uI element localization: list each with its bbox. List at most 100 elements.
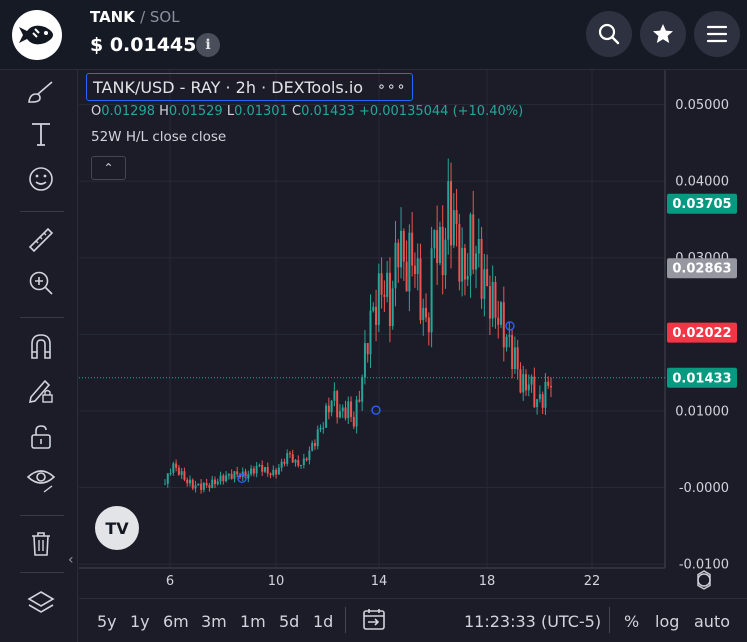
chart-legend-title[interactable]: TANK/USD - RAY · 2h · DEXTools.io ∘∘∘ <box>86 73 414 101</box>
candle-body <box>436 230 439 264</box>
toolbar-divider <box>20 572 64 573</box>
candle-body <box>194 485 197 489</box>
candle-body <box>200 483 203 490</box>
candle-body <box>263 467 266 472</box>
collapse-legend-button[interactable]: ⌃ <box>91 156 126 180</box>
candle-body <box>216 481 219 484</box>
candle-body <box>247 474 250 479</box>
lock-tool[interactable] <box>24 420 58 454</box>
info-icon[interactable]: i <box>196 33 220 57</box>
candle-body <box>338 411 341 418</box>
range-5d[interactable]: 5d <box>279 612 300 631</box>
candle-body <box>452 210 455 246</box>
candle-body <box>369 310 372 355</box>
candle-body <box>550 385 552 388</box>
lock-drawing-tool[interactable] <box>24 373 58 407</box>
zoom-in-icon <box>29 271 53 295</box>
indicator-label[interactable]: 52W H/L close close <box>91 129 227 145</box>
candle-body <box>363 343 366 378</box>
auto-scale-toggle[interactable]: auto <box>694 612 731 631</box>
brush-icon <box>28 81 53 103</box>
candle-body <box>433 230 436 249</box>
candle-body <box>313 443 316 447</box>
tank-logo <box>12 10 62 60</box>
visibility-tool[interactable] <box>24 463 58 497</box>
magnet-tool[interactable] <box>24 329 58 363</box>
candle-body <box>236 471 239 475</box>
tradingview-logo[interactable]: TV <box>95 506 139 550</box>
candle-body <box>502 302 505 348</box>
legend-title-text: TANK/USD - RAY · 2h · DEXTools.io <box>93 77 364 97</box>
settings-icon <box>697 573 711 587</box>
candle-body <box>172 463 175 473</box>
token-title: TANK / SOL <box>90 8 180 26</box>
candle-body <box>255 466 258 474</box>
emoji-tool[interactable] <box>24 162 58 196</box>
candle-body <box>538 394 541 400</box>
clock-timezone[interactable]: 11:23:33 (UTC-5) <box>464 612 602 631</box>
candle-body <box>202 483 205 490</box>
bottom-toolbar: 5y 1y 6m 3m 1m 5d 1d 11:23:33 (UTC-5) % … <box>79 598 747 642</box>
chart-canvas[interactable]: 6101418220.050000.040000.030000.020000.0… <box>79 70 747 598</box>
price-axis-label: 0.05000 <box>675 98 729 113</box>
zoom-tool[interactable] <box>24 266 58 300</box>
candle-body <box>219 475 222 482</box>
high-label: H <box>159 104 169 119</box>
price-chart[interactable]: 6101418220.050000.040000.030000.020000.0… <box>79 70 747 642</box>
price-axis-label: -0.0000 <box>679 481 729 496</box>
search-icon <box>598 23 620 45</box>
toolbar-divider <box>20 515 64 516</box>
candle-body <box>469 214 472 276</box>
candle-body <box>261 464 264 472</box>
toolbar-divider <box>20 317 64 318</box>
range-6m[interactable]: 6m <box>163 612 189 631</box>
favorite-button[interactable] <box>640 11 686 57</box>
candle-body <box>477 238 480 254</box>
candle-body <box>294 459 297 463</box>
candle-body <box>527 384 530 391</box>
candle-body <box>544 381 547 408</box>
token-pair: / SOL <box>140 8 180 26</box>
range-1d[interactable]: 1d <box>313 612 334 631</box>
candle-body <box>175 463 178 468</box>
candle-body <box>352 416 355 427</box>
price-label-box <box>667 322 737 343</box>
candle-body <box>191 479 194 489</box>
go-to-date-button[interactable] <box>361 607 387 639</box>
candle-body <box>169 472 172 474</box>
candle-body <box>438 226 441 264</box>
candle-body <box>361 377 364 402</box>
candle-body <box>516 347 519 370</box>
candle-body <box>536 399 539 408</box>
candle-body <box>177 467 180 475</box>
collapse-toolbar-icon[interactable]: ‹ <box>68 552 74 568</box>
object-tree-tool[interactable] <box>24 586 58 620</box>
range-3m[interactable]: 3m <box>201 612 227 631</box>
menu-button[interactable] <box>694 11 740 57</box>
change-value: +0.00135044 (+10.40%) <box>358 104 524 119</box>
candle-body <box>188 479 191 484</box>
delete-tool[interactable] <box>24 527 58 561</box>
candle-body <box>344 407 347 419</box>
range-1y[interactable]: 1y <box>130 612 150 631</box>
text-tool[interactable] <box>24 117 58 151</box>
candle-body <box>308 450 311 461</box>
more-options-icon[interactable]: ∘∘∘ <box>377 79 407 95</box>
price-label-text: 0.01433 <box>672 371 731 386</box>
candle-body <box>419 258 422 321</box>
candle-body <box>386 272 389 297</box>
ruler-icon <box>28 227 54 253</box>
ruler-tool[interactable] <box>24 223 58 257</box>
range-5y[interactable]: 5y <box>97 612 117 631</box>
candle-body <box>411 232 414 266</box>
candle-body <box>472 214 475 270</box>
brush-tool[interactable] <box>24 76 58 110</box>
percent-scale-toggle[interactable]: % <box>624 612 640 631</box>
range-1m[interactable]: 1m <box>240 612 266 631</box>
time-axis-label: 22 <box>584 574 601 589</box>
candle-body <box>166 473 169 484</box>
candle-body <box>238 474 241 478</box>
search-button[interactable] <box>586 11 632 57</box>
log-scale-toggle[interactable]: log <box>655 612 680 631</box>
drawing-toolbar: ‹ <box>0 70 78 642</box>
